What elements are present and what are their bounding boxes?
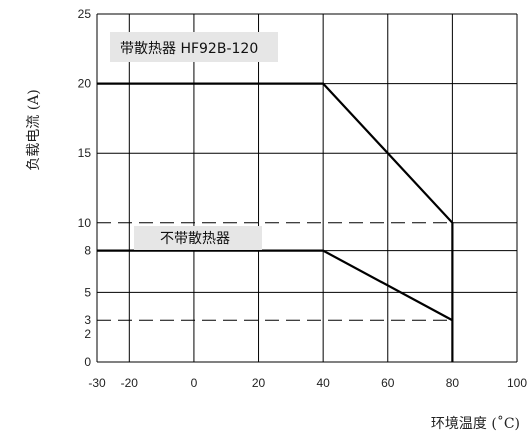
x-tick-label: 40 xyxy=(316,376,330,390)
x-tick-labels: -30 -20 0 20 40 60 80 100 xyxy=(88,376,527,390)
y-tick-label: 25 xyxy=(78,7,92,21)
y-axis-label: 负载电流 (A) xyxy=(26,89,42,170)
series-lines xyxy=(97,82,454,362)
x-tick-label: 0 xyxy=(191,376,198,390)
series-line-without-heatsink xyxy=(97,249,453,322)
x-tick-label: 80 xyxy=(446,376,460,390)
grid-lines xyxy=(96,13,518,363)
y-tick-label: 2 xyxy=(84,327,91,341)
x-axis-label: 环境温度 (˚C) xyxy=(431,415,520,432)
x-tick-label: 20 xyxy=(252,376,266,390)
x-tick-label: -20 xyxy=(121,376,139,390)
x-tick-label: 60 xyxy=(381,376,395,390)
y-tick-labels: 0 23 5 8 10 15 20 25 xyxy=(78,7,92,369)
reference-lines xyxy=(97,222,453,321)
x-tick-label: 100 xyxy=(507,376,527,390)
legend-box-bg xyxy=(134,226,262,250)
y-tick-label: 8 xyxy=(84,244,91,258)
series-line-with-heatsink xyxy=(97,82,454,362)
legend-box-bg xyxy=(110,32,278,62)
x-tick-label: -30 xyxy=(88,376,106,390)
series-label-without-heatsink: 不带散热器 xyxy=(160,231,230,247)
legend-box-with-heatsink: 带散热器 HF92B-120 xyxy=(110,32,278,62)
y-tick-label: 20 xyxy=(78,77,92,91)
y-tick-label: 3 xyxy=(84,313,91,327)
y-tick-label: 10 xyxy=(78,216,92,230)
y-tick-label: 15 xyxy=(78,146,92,160)
series-label-with-heatsink: 带散热器 HF92B-120 xyxy=(120,41,258,57)
legend-box-without-heatsink: 不带散热器 xyxy=(134,226,262,250)
y-tick-label: 5 xyxy=(84,285,91,299)
y-tick-label: 0 xyxy=(84,355,91,369)
